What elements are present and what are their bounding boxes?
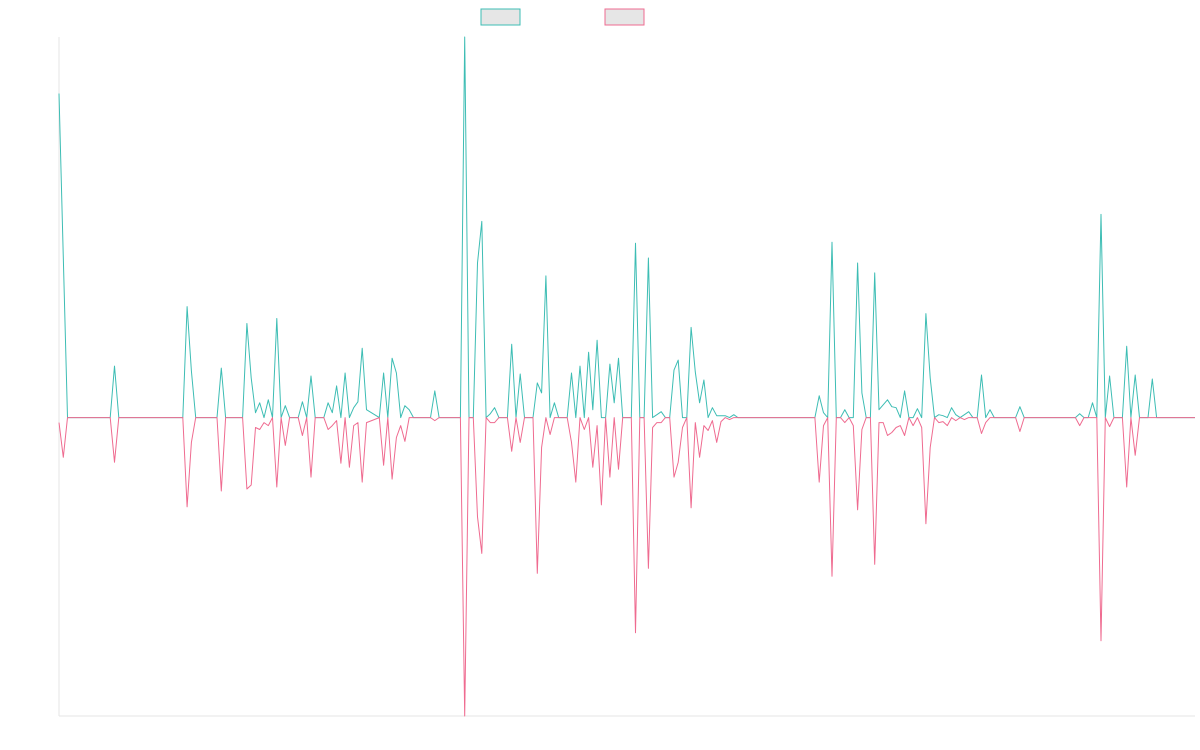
axes: [58, 37, 1195, 717]
legend-swatch-1[interactable]: [480, 8, 521, 26]
plot-area: [58, 36, 1195, 717]
legend: [480, 8, 645, 26]
series-line-1: [58, 36, 1195, 419]
series-line-2: [58, 417, 1195, 717]
legend-swatch-2[interactable]: [604, 8, 645, 26]
